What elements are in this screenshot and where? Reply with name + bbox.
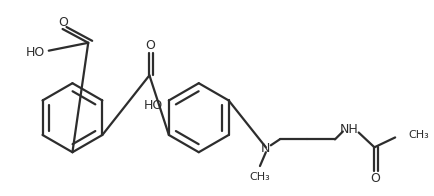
Text: NH: NH (339, 123, 357, 136)
Text: HO: HO (143, 99, 163, 112)
Text: HO: HO (26, 46, 45, 59)
Text: O: O (145, 39, 155, 52)
Text: CH₃: CH₃ (249, 172, 270, 182)
Text: O: O (59, 16, 68, 29)
Text: O: O (370, 172, 379, 185)
Text: N: N (260, 142, 270, 155)
Text: CH₃: CH₃ (407, 131, 428, 141)
